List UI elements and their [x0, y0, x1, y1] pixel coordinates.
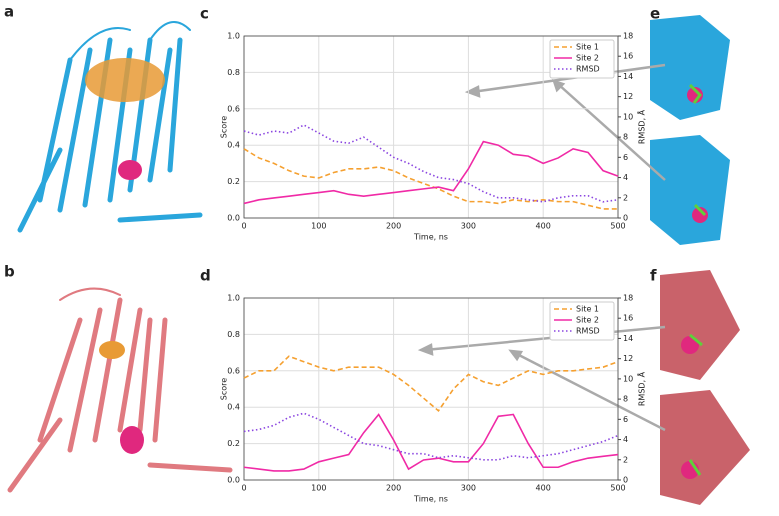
y-tick-label: 0.2: [227, 439, 240, 448]
x-tick-label: 0: [241, 484, 246, 493]
y-tick-label: 0.4: [227, 403, 240, 412]
y2-tick-label: 0: [623, 214, 628, 223]
x-tick-label: 300: [461, 222, 476, 231]
y2-tick-label: 16: [623, 314, 633, 323]
plot-frame: [243, 35, 619, 219]
y-tick-label: 0.0: [227, 476, 240, 485]
y2-tick-label: 2: [623, 455, 628, 464]
y-axis-label: Score: [220, 116, 229, 138]
x-tick-label: 500: [610, 222, 625, 231]
y-axis-label: Score: [220, 378, 229, 400]
surfaces: [650, 15, 750, 505]
y2-tick-label: 12: [623, 92, 633, 101]
site-1-blob: [85, 58, 165, 102]
y-tick-label: 0.6: [227, 104, 240, 113]
legend-label: Site 2: [576, 316, 599, 325]
y2-tick-label: 6: [623, 153, 628, 162]
y-tick-label: 1.0: [227, 32, 240, 41]
protein-a: [17, 21, 203, 233]
y2-tick-label: 12: [623, 354, 633, 363]
panel-label: e: [650, 5, 660, 23]
series-line: [243, 124, 619, 203]
y-tick-label: 0.6: [227, 366, 240, 375]
y2-tick-label: 2: [623, 193, 628, 202]
panel-label: b: [4, 263, 15, 281]
x-tick-label: 400: [536, 484, 551, 493]
x-axis-label: Time, ns: [413, 495, 448, 504]
series-line: [243, 148, 618, 210]
site-1-blob: [99, 341, 125, 359]
y2-axis-label: RMSD, Å: [636, 371, 647, 406]
site-2-blob: [118, 160, 142, 180]
arrows: [417, 63, 666, 432]
y-tick-label: 0.8: [227, 68, 240, 77]
y2-tick-label: 18: [623, 32, 633, 41]
y2-tick-label: 8: [623, 133, 628, 142]
protein-b: [7, 287, 233, 493]
y2-tick-label: 10: [623, 112, 633, 121]
series-line: [243, 412, 619, 461]
y2-tick-label: 10: [623, 374, 633, 383]
legend-label: RMSD: [576, 327, 600, 336]
y2-tick-label: 4: [623, 435, 628, 444]
y-tick-label: 0.0: [227, 214, 240, 223]
x-tick-label: 100: [311, 484, 326, 493]
series-line: [243, 355, 619, 413]
y2-tick-label: 18: [623, 294, 633, 303]
site-2-blob: [120, 426, 144, 454]
x-tick-label: 300: [461, 484, 476, 493]
y2-tick-label: 8: [623, 395, 628, 404]
y-tick-label: 0.8: [227, 330, 240, 339]
y-tick-label: 0.4: [227, 141, 240, 150]
x-axis-label: Time, ns: [413, 233, 448, 242]
y2-tick-label: 4: [623, 173, 628, 182]
legend-label: RMSD: [576, 65, 600, 74]
x-tick-label: 500: [610, 484, 625, 493]
x-tick-label: 200: [386, 222, 401, 231]
x-tick-label: 100: [311, 222, 326, 231]
x-tick-label: 0: [241, 222, 246, 231]
y2-tick-label: 14: [623, 72, 633, 81]
series-line: [243, 140, 619, 205]
y2-tick-label: 6: [623, 415, 628, 424]
series-line: [243, 413, 619, 472]
panel-label: a: [4, 3, 14, 21]
legend-label: Site 2: [576, 54, 599, 63]
y-tick-label: 0.2: [227, 177, 240, 186]
y2-tick-label: 16: [623, 52, 633, 61]
x-tick-label: 400: [536, 222, 551, 231]
plot-frame: [243, 297, 619, 481]
panel-label: c: [200, 5, 209, 23]
y2-tick-label: 0: [623, 476, 628, 485]
y-tick-label: 1.0: [227, 294, 240, 303]
legend-label: Site 1: [576, 43, 599, 52]
y2-tick-label: 14: [623, 334, 633, 343]
panel-label: f: [650, 267, 657, 285]
panel-label: d: [200, 267, 211, 285]
y2-axis-label: RMSD, Å: [636, 109, 647, 144]
legend-label: Site 1: [576, 305, 599, 314]
x-tick-label: 200: [386, 484, 401, 493]
